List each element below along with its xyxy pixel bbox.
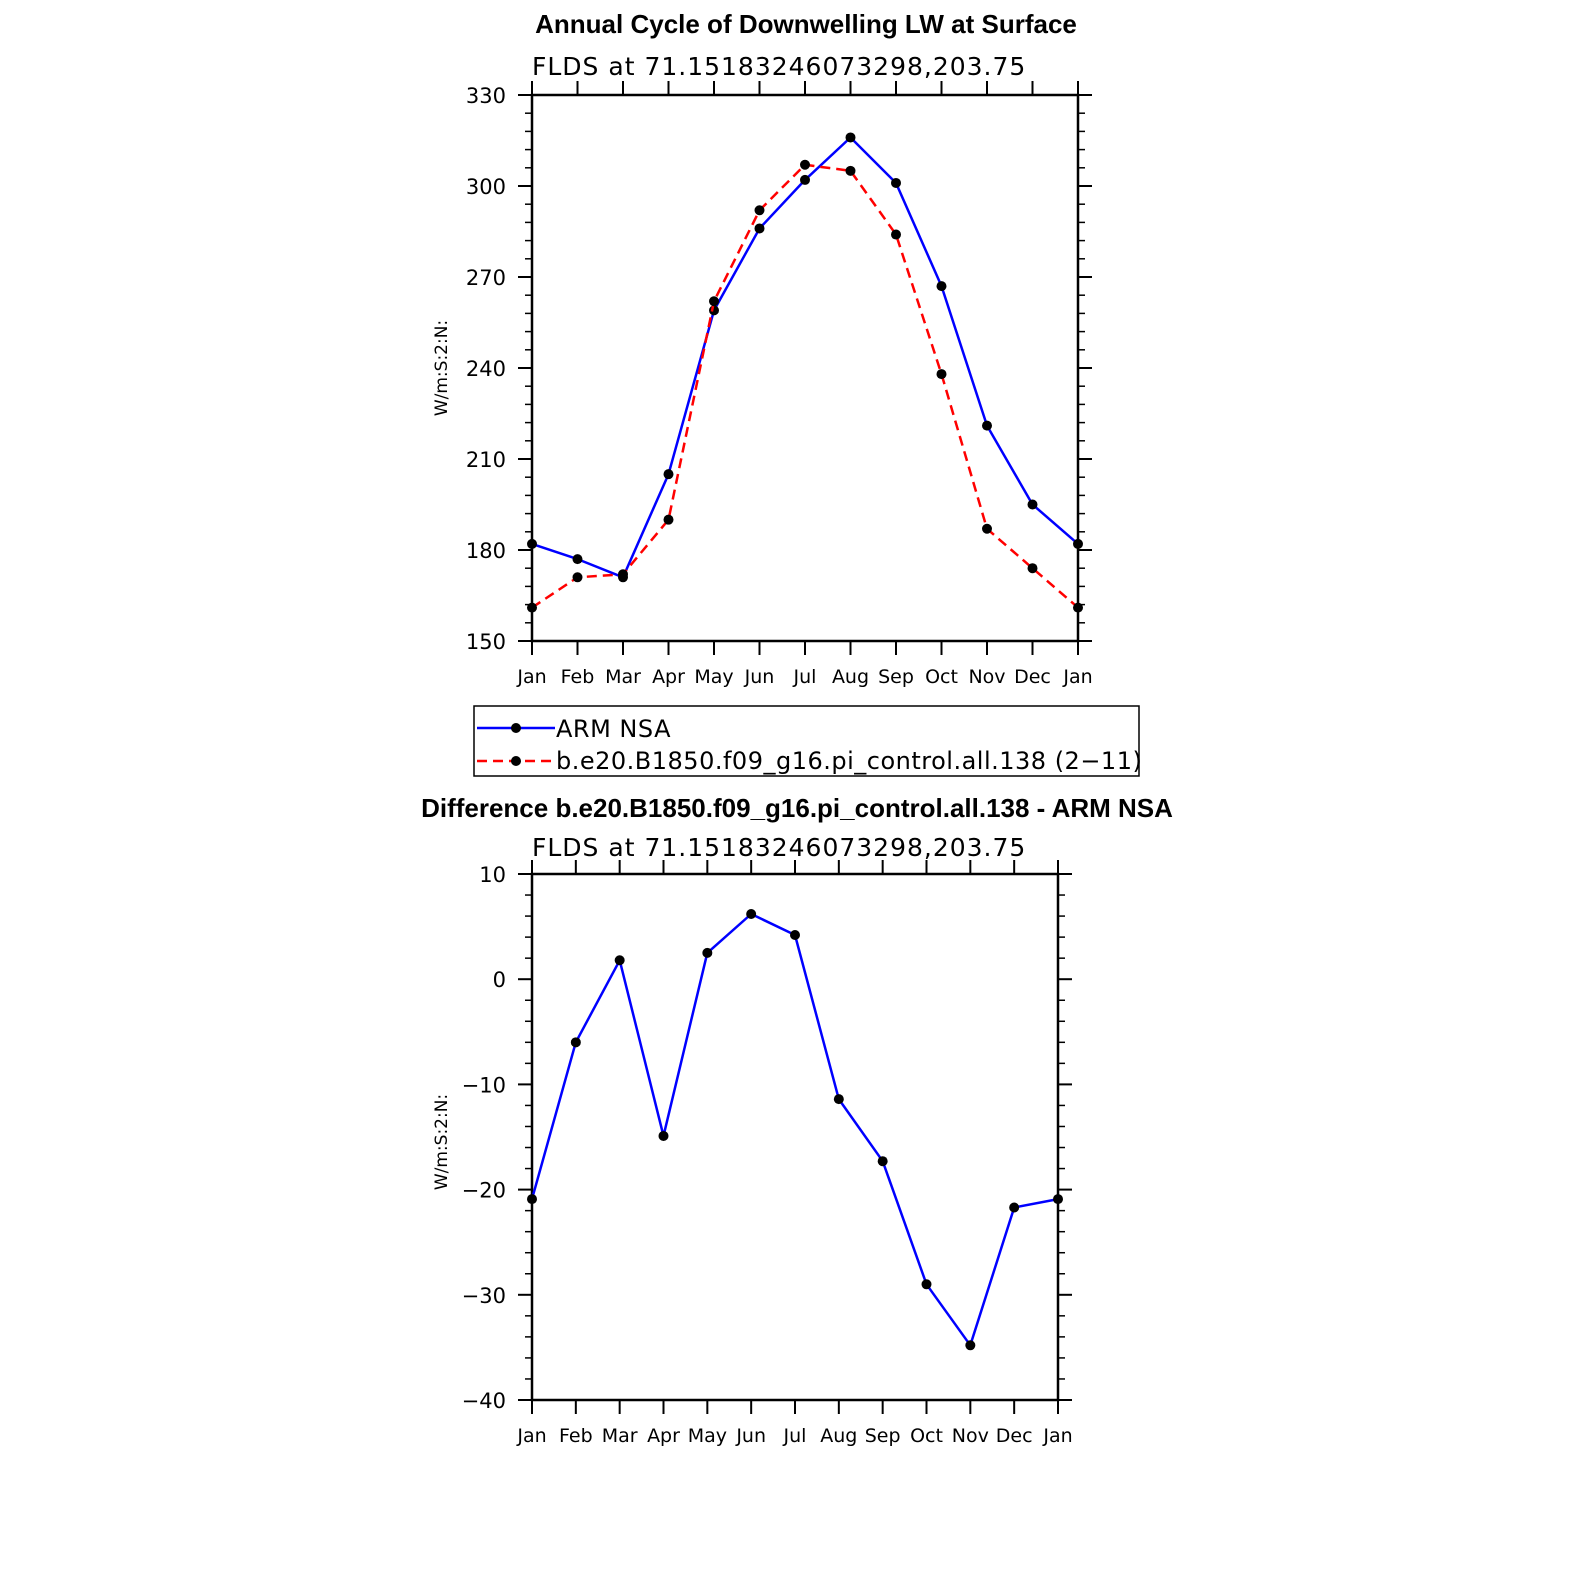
data-point (982, 420, 992, 431)
data-point (1073, 602, 1083, 613)
data-point (746, 908, 757, 919)
x-tick-label: Nov (952, 1425, 989, 1447)
data-point (527, 602, 537, 613)
y-tick-label: 210 (466, 448, 506, 472)
x-tick-label: Aug (832, 666, 869, 688)
x-tick-label: Dec (996, 1425, 1033, 1447)
y-tick-label: 270 (466, 266, 506, 290)
y-tick-label: 150 (466, 630, 506, 654)
x-tick-label: May (694, 666, 733, 688)
x-tick-label: Feb (561, 666, 595, 688)
x-tick-label: Jan (516, 666, 546, 688)
x-tick-label: Oct (925, 666, 958, 688)
legend: ARM NSA b.e20.B1850.f09_g16.pi_control.a… (473, 705, 1142, 777)
data-point (709, 296, 719, 307)
data-point (614, 955, 625, 966)
data-point (658, 1130, 669, 1141)
y-tick-label: 240 (466, 357, 506, 381)
x-tick-label: Jul (783, 1425, 807, 1447)
data-point (754, 205, 765, 216)
x-tick-label: Nov (968, 666, 1005, 688)
data-point (800, 174, 810, 185)
legend-item-arm-nsa: ARM NSA (477, 715, 671, 743)
x-tick-label: Aug (820, 1425, 857, 1447)
plot-area: Jan Feb Mar Apr May Jun Jul Aug Sep Oct Nov Dec Jan 1… (466, 81, 1093, 688)
x-tick-label: Jun (744, 666, 775, 688)
data-point (833, 1094, 844, 1105)
y-tick-label: 330 (466, 84, 506, 108)
data-point (877, 1156, 888, 1167)
data-point (1073, 538, 1083, 549)
y-tick-label: 10 (479, 863, 506, 887)
data-point (527, 538, 537, 549)
data-point (891, 229, 901, 240)
x-tick-label: Dec (1014, 666, 1051, 688)
data-point (891, 177, 901, 188)
legend-label-model: b.e20.B1850.f09_g16.pi_control.all.138 (… (556, 747, 1142, 775)
x-tick-label: Jul (793, 666, 817, 688)
x-tick-label: Apr (647, 1425, 680, 1447)
data-point (1027, 499, 1038, 510)
y-tick-label: −30 (462, 1284, 506, 1308)
data-point (845, 165, 856, 176)
chart-subtitle: FLDS at 71.15183246073298,203.75 (532, 833, 1026, 862)
x-tick-label: Sep (865, 1425, 901, 1447)
data-point (800, 159, 810, 170)
y-tick-label: 0 (493, 968, 506, 992)
data-point (921, 1279, 932, 1290)
y-tick-label: 180 (466, 539, 506, 563)
annual-cycle-chart: Annual Cycle of Downwelling LW at Surfac… (432, 9, 1093, 688)
y-tick-label: −10 (462, 1073, 506, 1097)
y-axis-label: W/m:S:2:N: (432, 320, 452, 416)
x-tick-label: Oct (910, 1425, 943, 1447)
data-point (936, 281, 947, 292)
chart-title: Annual Cycle of Downwelling LW at Surfac… (535, 9, 1077, 39)
x-tick-label: Apr (652, 666, 685, 688)
data-point (572, 554, 583, 565)
data-point (982, 523, 992, 534)
data-point (965, 1340, 976, 1351)
data-point (1027, 563, 1038, 574)
data-point (618, 569, 628, 580)
x-tick-label: May (688, 1425, 727, 1447)
data-point (936, 369, 947, 380)
x-tick-label: Jan (516, 1425, 546, 1447)
data-point (663, 469, 674, 480)
y-axis-label: W/m:S:2:N: (432, 1094, 452, 1190)
data-point (663, 514, 674, 525)
x-tick-label: Jan (1042, 1425, 1072, 1447)
data-point (572, 572, 583, 583)
difference-chart: Difference b.e20.B1850.f09_g16.pi_contro… (421, 793, 1173, 1447)
plot-area: Jan Feb Mar Apr May Jun Jul Aug Sep Oct Nov Dec Jan−… (462, 860, 1073, 1447)
legend-marker-model (511, 756, 521, 766)
y-tick-label: 300 (466, 175, 506, 199)
data-point (754, 223, 765, 234)
data-point (1053, 1194, 1063, 1205)
chart-title: Difference b.e20.B1850.f09_g16.pi_contro… (421, 793, 1173, 823)
data-point (702, 947, 713, 958)
series-line-0 (531, 136, 1079, 579)
x-tick-label: Mar (605, 666, 641, 688)
legend-label-arm-nsa: ARM NSA (556, 715, 671, 743)
series-line-1 (531, 163, 1079, 609)
legend-box (473, 705, 1140, 777)
y-tick-label: −20 (462, 1179, 506, 1203)
data-point (845, 132, 856, 143)
x-tick-label: Sep (878, 666, 914, 688)
legend-marker-arm-nsa (511, 723, 521, 733)
chart-subtitle: FLDS at 71.15183246073298,203.75 (532, 52, 1026, 81)
data-point (790, 930, 800, 941)
x-tick-label: Mar (602, 1425, 638, 1447)
x-tick-label: Jun (735, 1425, 766, 1447)
legend-item-model: b.e20.B1850.f09_g16.pi_control.all.138 (… (477, 747, 1142, 775)
y-tick-label: −40 (462, 1389, 506, 1413)
data-point (570, 1037, 581, 1048)
x-tick-label: Feb (559, 1425, 593, 1447)
data-point (1009, 1202, 1020, 1213)
x-tick-label: Jan (1062, 666, 1092, 688)
series-line-0 (530, 912, 1059, 1347)
data-point (527, 1194, 537, 1205)
